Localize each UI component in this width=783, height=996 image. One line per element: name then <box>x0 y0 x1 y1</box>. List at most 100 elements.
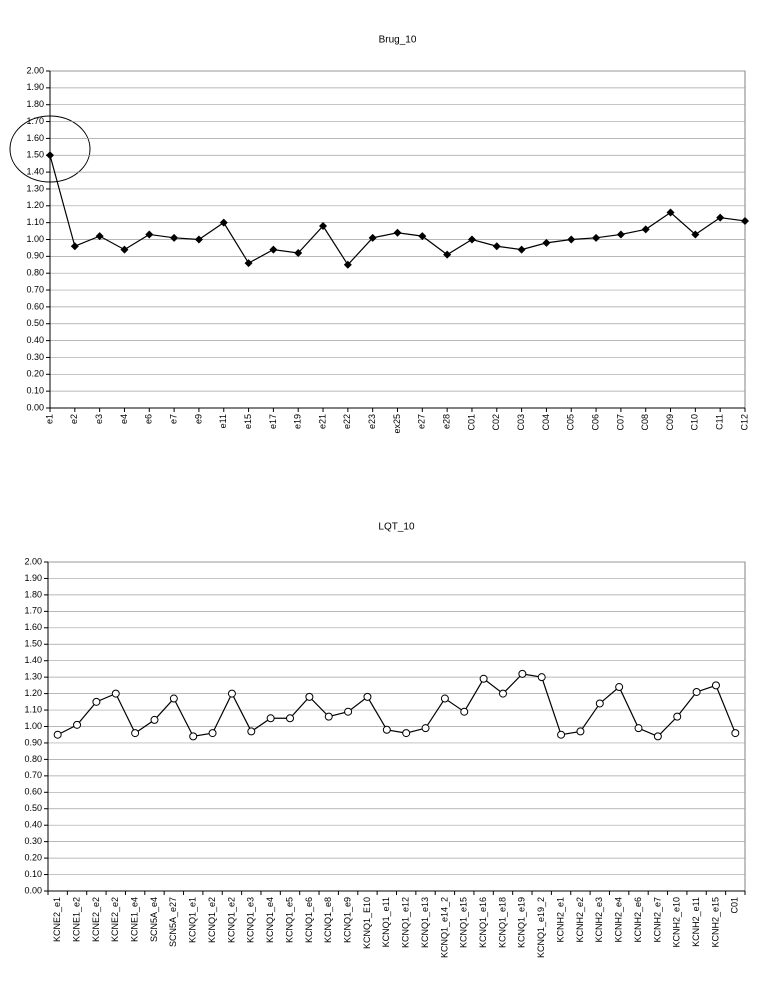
point-marker <box>615 683 624 692</box>
y-tick-label: 2.00 <box>26 65 44 75</box>
y-tick-label: 1.70 <box>24 606 42 616</box>
point-marker <box>53 730 62 739</box>
point-marker <box>460 707 469 716</box>
y-tick-label: 1.60 <box>26 133 44 143</box>
point-marker <box>286 714 295 723</box>
y-tick-label: 1.90 <box>24 573 42 583</box>
x-tick-label: C11 <box>715 414 725 430</box>
x-tick-label: KCNQ1_e15 <box>459 897 469 948</box>
x-tick-label: e19 <box>293 414 303 429</box>
x-tick-label: e9 <box>193 414 203 424</box>
point-marker <box>324 712 333 721</box>
y-tick-label: 2.00 <box>24 556 42 566</box>
y-tick-label: 0.40 <box>24 820 42 830</box>
series-line <box>57 673 736 738</box>
point-marker <box>479 674 488 683</box>
point-marker <box>244 259 253 268</box>
x-tick-label: KCNE2_e2 <box>91 897 101 942</box>
point-marker <box>443 250 452 259</box>
chart-title: LQT_10 <box>378 522 415 533</box>
y-tick-label: 0.00 <box>26 402 44 412</box>
x-tick-label: C01 <box>730 897 740 914</box>
point-marker <box>170 233 179 242</box>
x-tick-label: KCNQ1_e3 <box>246 897 256 943</box>
x-tick-label: KCNQ1_e1 <box>188 897 198 943</box>
y-tick-label: 0.80 <box>24 754 42 764</box>
point-marker <box>418 232 427 241</box>
point-marker <box>382 725 391 734</box>
y-tick-label: 1.10 <box>26 217 44 227</box>
y-tick-label: 1.40 <box>24 655 42 665</box>
y-tick-label: 0.50 <box>26 318 44 328</box>
y-tick-label: 0.90 <box>26 251 44 261</box>
y-tick-label: 1.00 <box>24 721 42 731</box>
point-marker <box>194 235 203 244</box>
x-tick-label: KCNE2_e2 <box>110 897 120 942</box>
point-marker <box>492 242 501 251</box>
x-tick-label: C03 <box>516 414 526 431</box>
point-marker <box>595 699 604 708</box>
point-marker <box>343 260 352 269</box>
y-tick-label: 1.40 <box>26 166 44 176</box>
point-marker <box>666 208 675 217</box>
point-marker <box>576 727 585 736</box>
point-marker <box>691 230 700 239</box>
x-tick-label: C08 <box>640 414 650 431</box>
x-tick-label: KCNE1_e4 <box>130 897 140 942</box>
y-tick-label: 1.10 <box>24 704 42 714</box>
point-marker <box>120 245 129 254</box>
x-tick-label: e2 <box>69 414 79 424</box>
y-tick-label: 0.60 <box>24 787 42 797</box>
x-tick-label: KCNE1_e2 <box>71 897 81 942</box>
x-tick-label: C06 <box>590 414 600 431</box>
x-tick-label: e28 <box>442 414 452 429</box>
point-marker <box>716 213 725 222</box>
x-tick-label: e22 <box>342 414 352 429</box>
y-tick-label: 1.60 <box>24 622 42 632</box>
point-marker <box>741 216 749 225</box>
chart-title: Brug_10 <box>379 35 417 46</box>
y-tick-label: 1.50 <box>24 639 42 649</box>
x-tick-label: KCNQ1_e8 <box>323 897 333 943</box>
point-marker <box>145 230 154 239</box>
y-tick-label: 0.80 <box>26 268 44 278</box>
x-tick-label: C05 <box>566 414 576 431</box>
x-tick-label: KCNQ1_e14_2 <box>439 897 449 958</box>
point-marker <box>294 248 303 257</box>
y-tick-label: 1.30 <box>26 183 44 193</box>
y-tick-label: 0.00 <box>24 885 42 895</box>
x-tick-label: SCN5A_e27 <box>168 897 178 947</box>
point-marker <box>344 707 353 716</box>
x-tick-label: C07 <box>615 414 625 431</box>
y-tick-label: 0.20 <box>26 369 44 379</box>
point-marker <box>393 228 402 237</box>
y-tick-label: 0.30 <box>26 352 44 362</box>
x-tick-label: e4 <box>119 414 129 424</box>
point-marker <box>111 689 120 698</box>
x-tick-label: KCNQ1_e4 <box>265 897 275 943</box>
y-tick-label: 0.60 <box>26 301 44 311</box>
point-marker <box>150 715 159 724</box>
x-tick-label: KCNH2_e11 <box>691 897 701 947</box>
x-tick-label: KCNH2_e4 <box>614 897 624 943</box>
point-marker <box>269 245 278 254</box>
point-marker <box>219 218 228 227</box>
x-tick-label: KCNH2_e1 <box>555 897 565 943</box>
y-tick-label: 0.90 <box>24 737 42 747</box>
point-marker <box>517 245 526 254</box>
point-marker <box>305 692 314 701</box>
y-tick-label: 0.70 <box>24 770 42 780</box>
point-marker <box>440 694 449 703</box>
x-tick-label: C12 <box>739 414 749 431</box>
point-marker <box>189 732 198 741</box>
x-tick-label: e15 <box>243 414 253 429</box>
x-tick-label: e3 <box>94 414 104 424</box>
x-tick-label: e1 <box>44 414 54 424</box>
point-marker <box>247 727 256 736</box>
point-marker <box>368 233 377 242</box>
y-tick-label: 1.70 <box>26 116 44 126</box>
point-marker <box>402 729 411 738</box>
x-tick-label: e7 <box>168 414 178 424</box>
y-tick-label: 0.10 <box>26 386 44 396</box>
